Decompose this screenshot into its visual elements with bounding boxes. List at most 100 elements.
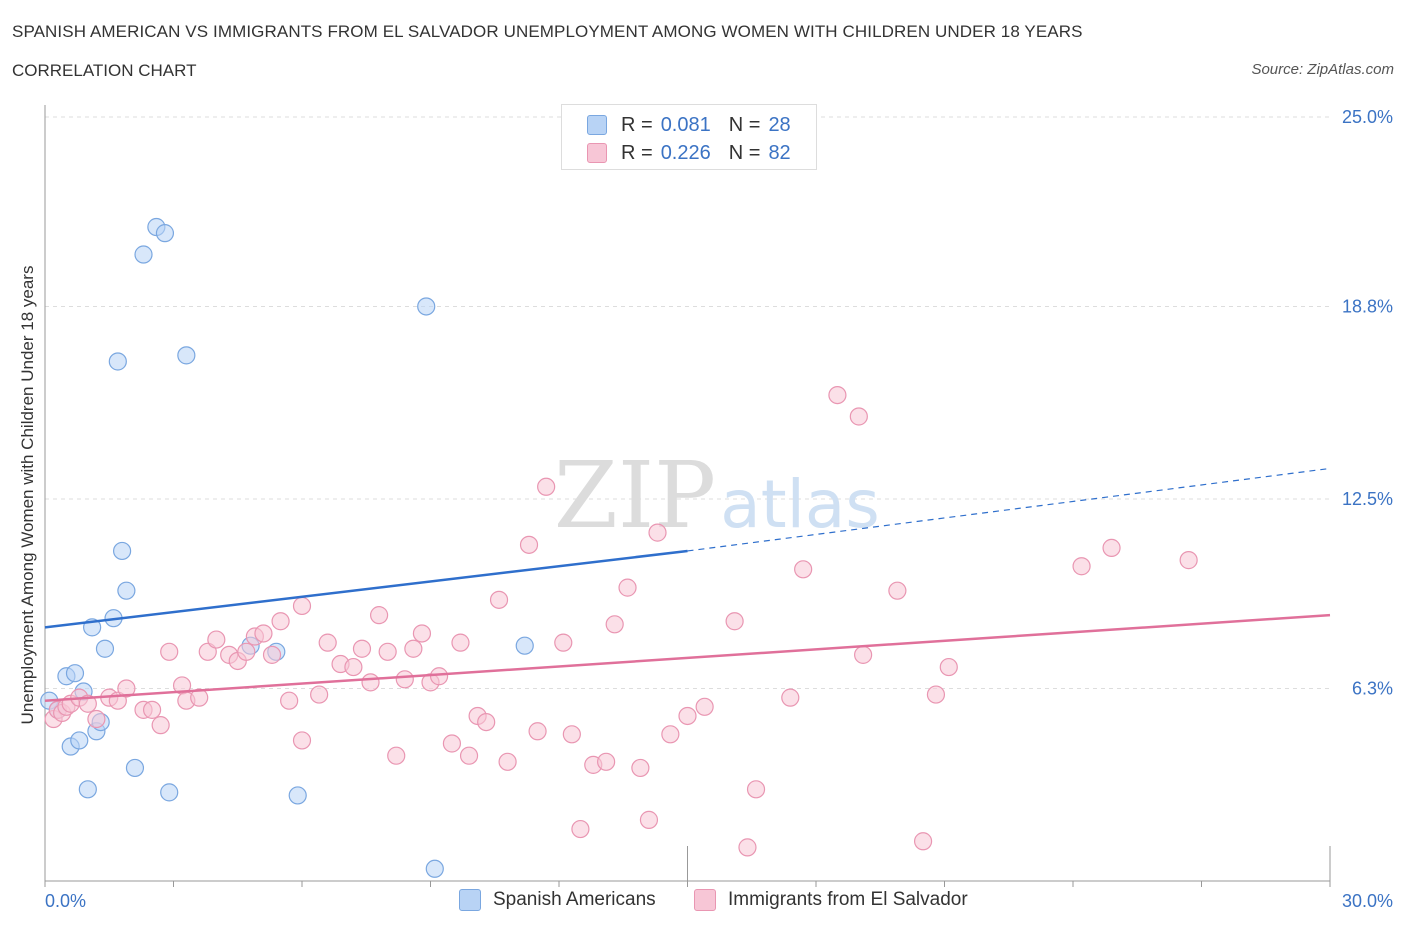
- data-point: [661, 725, 680, 744]
- data-point: [425, 859, 444, 878]
- data-point: [288, 786, 307, 805]
- data-point: [429, 667, 449, 686]
- legend-r-value: 0.081: [660, 113, 711, 136]
- data-point: [155, 224, 175, 243]
- data-point: [262, 645, 282, 664]
- trend-line-spanish-americans: [44, 549, 688, 629]
- data-point: [794, 560, 813, 579]
- data-point: [65, 664, 85, 683]
- data-point: [695, 697, 714, 716]
- data-point: [888, 581, 907, 600]
- data-point: [361, 673, 380, 692]
- data-point: [828, 385, 847, 405]
- data-point: [417, 297, 436, 316]
- bottom-legend-swatch-blue: [459, 889, 481, 911]
- data-point: [280, 691, 299, 710]
- data-point: [108, 352, 127, 371]
- legend-n-value: 28: [768, 113, 791, 136]
- chart-subtitle: CORRELATION CHART: [12, 61, 197, 80]
- data-point: [554, 633, 573, 652]
- data-point: [177, 346, 196, 365]
- watermark-atlas: atlas: [720, 466, 880, 543]
- legend-r-value: 0.226: [660, 141, 711, 164]
- data-point: [70, 731, 89, 750]
- data-point: [134, 245, 153, 264]
- data-point: [489, 590, 509, 609]
- data-point: [939, 657, 958, 677]
- data-point: [537, 477, 556, 496]
- watermark-zip: ZIP: [554, 442, 716, 549]
- data-point: [142, 700, 162, 719]
- data-point: [498, 752, 517, 771]
- legend-n-label: N =: [728, 113, 761, 136]
- data-point: [112, 541, 132, 561]
- series-spanish-americans: [40, 217, 534, 878]
- data-point: [571, 819, 590, 839]
- trend-lines: [44, 467, 1331, 702]
- data-point: [781, 688, 800, 707]
- data-point: [746, 780, 766, 799]
- data-point: [125, 758, 145, 778]
- data-point: [310, 685, 329, 704]
- bottom-legend-label: Spanish Americans: [493, 889, 656, 910]
- x-tick-label: 0.0%: [45, 891, 86, 911]
- data-point: [442, 734, 462, 753]
- data-point: [849, 407, 868, 426]
- y-tick-label: 25.0%: [1342, 107, 1393, 127]
- data-point: [1179, 551, 1198, 570]
- legend-swatch-pink: [587, 143, 607, 163]
- source-credit: Source: ZipAtlas.com: [1251, 61, 1394, 78]
- data-point: [1102, 538, 1121, 557]
- bottom-legend-spanish-americans: Spanish Americans: [459, 889, 656, 911]
- legend-swatch-blue: [587, 115, 607, 135]
- data-point: [207, 630, 226, 649]
- legend-row-spanish-americans: R = 0.081 N = 28: [587, 114, 791, 136]
- data-point: [151, 716, 170, 735]
- data-point: [412, 624, 432, 643]
- axes: [44, 105, 1331, 887]
- data-point: [254, 624, 273, 643]
- gridlines: [45, 116, 1330, 689]
- data-point: [725, 612, 744, 631]
- trend-line-immigrants-el-salvador: [44, 613, 1331, 702]
- data-point: [678, 706, 697, 726]
- data-point: [395, 670, 414, 689]
- data-point: [352, 639, 372, 658]
- data-point: [344, 657, 363, 677]
- bottom-legend-immigrants-el-salvador: Immigrants from El Salvador: [694, 889, 968, 911]
- data-point: [648, 523, 667, 542]
- data-point: [515, 636, 534, 655]
- data-point: [318, 633, 337, 652]
- bottom-legend-label: Immigrants from El Salvador: [728, 889, 968, 910]
- data-point: [370, 606, 389, 625]
- data-point: [562, 725, 581, 744]
- data-point: [477, 712, 496, 732]
- data-point: [95, 639, 115, 658]
- data-point: [160, 642, 179, 661]
- data-point: [271, 612, 290, 631]
- data-point: [78, 694, 97, 713]
- data-point: [237, 642, 256, 661]
- correlation-legend: R = 0.081 N = 28 R = 0.226 N = 82: [561, 104, 817, 170]
- data-point: [190, 688, 209, 707]
- data-point: [404, 639, 423, 658]
- y-axis-label: Unemployment Among Women with Children U…: [18, 265, 37, 725]
- data-point: [639, 810, 659, 829]
- y-tick-label: 6.3%: [1352, 678, 1393, 698]
- data-point: [913, 832, 933, 851]
- data-point: [618, 578, 637, 597]
- legend-n-value: 82: [768, 141, 791, 164]
- bottom-legend-swatch-pink: [694, 889, 716, 911]
- data-point: [378, 642, 397, 661]
- data-point: [160, 783, 179, 802]
- trend-line-spanish-americans-extension: [687, 467, 1331, 552]
- data-point: [597, 752, 616, 771]
- data-point: [459, 746, 479, 765]
- data-point: [854, 645, 873, 664]
- data-point: [387, 746, 406, 765]
- data-point: [117, 679, 136, 698]
- legend-r-label: R =: [621, 141, 653, 164]
- data-point: [926, 685, 946, 704]
- data-point: [519, 535, 539, 554]
